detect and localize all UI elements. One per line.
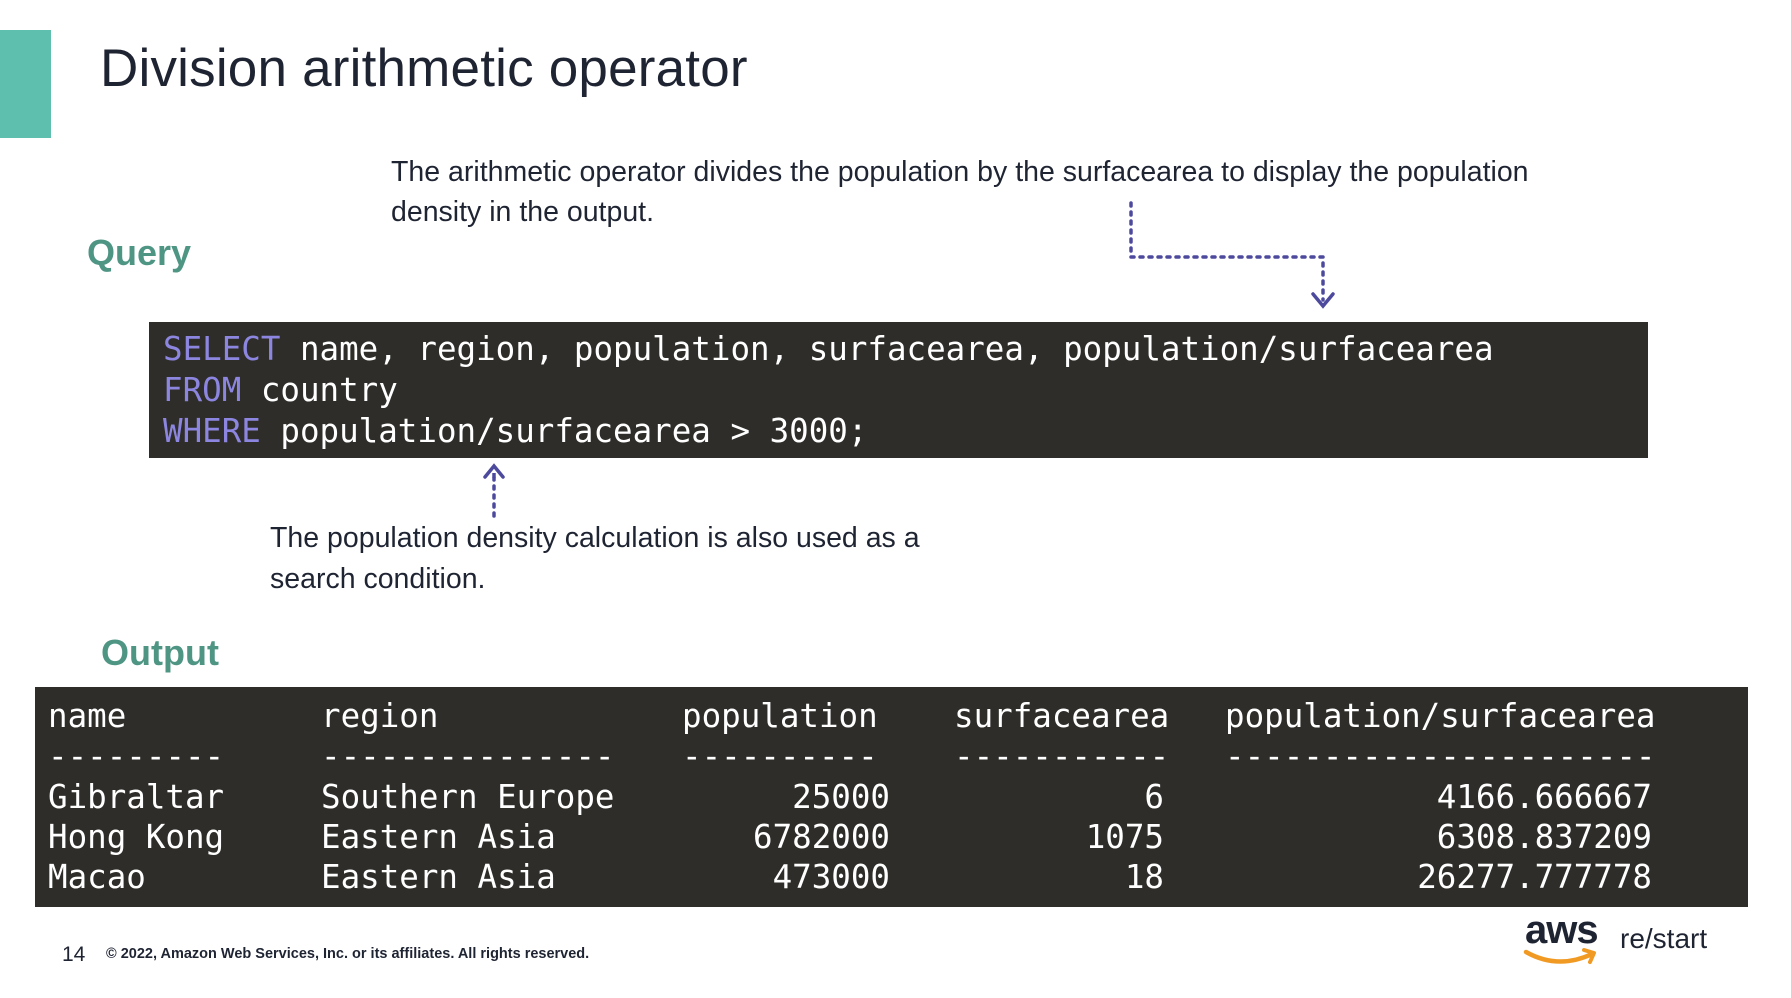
table-cell-surfacearea: 6 (1144, 778, 1164, 816)
query-line-where: WHERE population/surfacearea > 3000; (163, 411, 1648, 452)
table-cell-surfacearea: 18 (1124, 858, 1164, 896)
accent-bar (0, 30, 51, 138)
column-header-surfacearea: surfacearea (954, 697, 1170, 735)
table-cell-population: 25000 (792, 778, 890, 816)
annotation-top: The arithmetic operator divides the popu… (391, 156, 1529, 228)
table-cell-name: Gibraltar (48, 778, 225, 816)
query-line-where-rest: population/surfacearea > 3000; (260, 412, 868, 450)
query-line-select: SELECT name, region, population, surface… (163, 329, 1648, 370)
keyword-select: SELECT (163, 330, 281, 368)
query-line-from: FROM country (163, 370, 1648, 411)
table-cell-density: 4166.666667 (1436, 778, 1652, 816)
annotation-bottom: The population density calculation is al… (270, 522, 920, 595)
table-cell-density: 6308.837209 (1436, 818, 1652, 856)
column-header-name: name (48, 697, 127, 735)
query-line-select-rest: name, region, population, surfacearea, p… (280, 330, 1494, 368)
separator-region: --------------- (321, 737, 615, 775)
arrow-down-head-icon (1311, 292, 1335, 309)
separator-population: ---------- (682, 737, 878, 775)
column-header-density: population/surfacearea (1225, 697, 1656, 735)
page-number: 14 (62, 943, 86, 966)
table-cell-name: Macao (48, 858, 146, 896)
table-cell-density: 26277.777778 (1417, 858, 1652, 896)
table-cell-surfacearea: 1075 (1085, 818, 1164, 856)
table-cell-name: Hong Kong (48, 818, 225, 856)
keyword-where: WHERE (163, 412, 261, 450)
query-line-from-rest: country (241, 371, 398, 409)
separator-surfacearea: ----------- (954, 737, 1170, 775)
output-table: name region population surfacearea popul… (35, 687, 1748, 907)
table-cell-population: 6782000 (753, 818, 890, 856)
copyright-notice: © 2022, Amazon Web Services, Inc. or its… (106, 946, 590, 962)
aws-smile-icon (1523, 948, 1596, 964)
separator-density: ---------------------- (1225, 737, 1656, 775)
table-cell-population: 473000 (772, 858, 890, 896)
table-cell-region: Southern Europe (321, 778, 615, 816)
query-heading: Query (87, 232, 192, 273)
column-header-population: population (682, 697, 878, 735)
arrow-up-head-icon (483, 463, 505, 479)
table-cell-region: Eastern Asia (321, 858, 556, 896)
slide-title: Division arithmetic operator (100, 39, 748, 98)
separator-name: --------- (48, 737, 225, 775)
restart-logo-text: re/start (1620, 923, 1708, 954)
sql-query-block: SELECT name, region, population, surface… (149, 322, 1648, 458)
output-heading: Output (101, 632, 219, 673)
table-cell-region: Eastern Asia (321, 818, 556, 856)
keyword-from: FROM (163, 371, 242, 409)
column-header-region: region (321, 697, 439, 735)
aws-logo-word: aws (1525, 908, 1599, 952)
